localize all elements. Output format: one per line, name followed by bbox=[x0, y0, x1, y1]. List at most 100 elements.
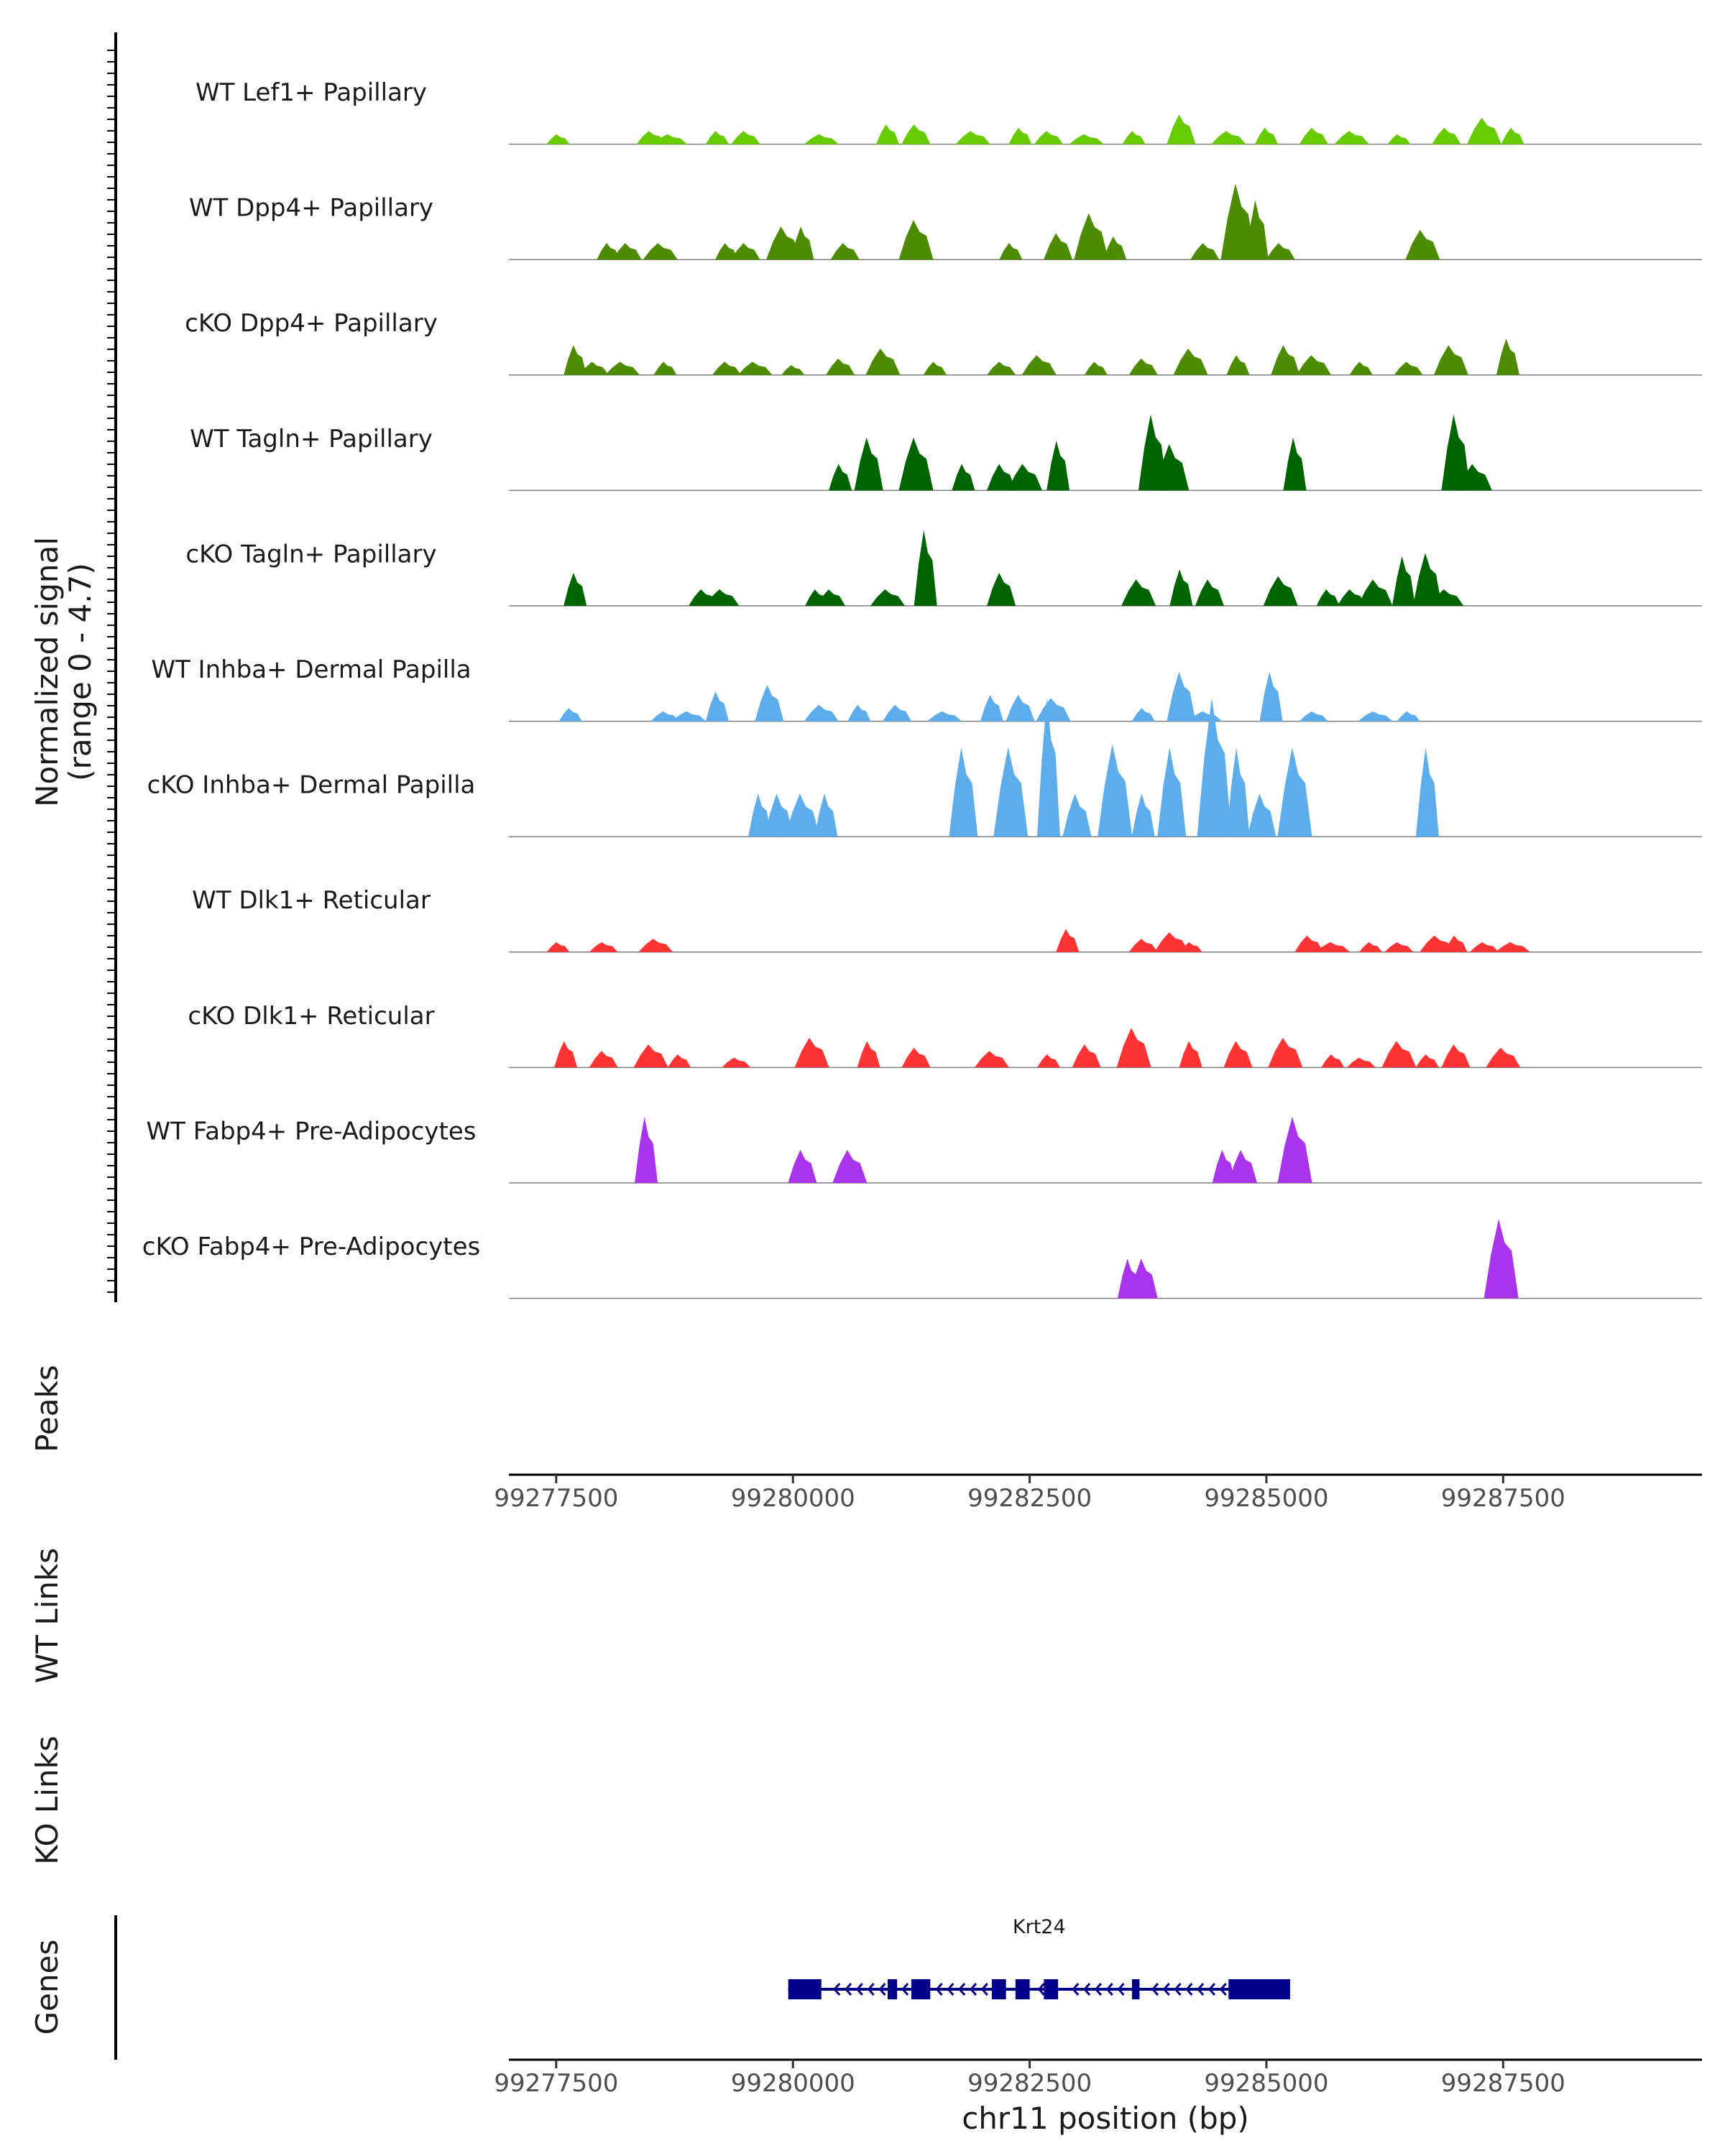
strand-arrow bbox=[1105, 1983, 1113, 1996]
coverage-tracks: WT Lef1+ Papillary WT Dpp4+ Papillary cKO … bbox=[142, 78, 1702, 1299]
signal-peak bbox=[1296, 355, 1331, 375]
strand-arrow bbox=[947, 1983, 954, 1996]
strand-arrow bbox=[980, 1983, 988, 1996]
signal-peak bbox=[1074, 213, 1109, 260]
genes-panel-label: Genes bbox=[29, 1940, 65, 2035]
signal-peak bbox=[1154, 932, 1190, 952]
signal-peak bbox=[668, 1054, 691, 1068]
track-4: WT Tagln+ Papillary bbox=[190, 414, 1702, 492]
signal-peak bbox=[1167, 114, 1196, 144]
signal-peak bbox=[554, 1041, 578, 1068]
signal-peak bbox=[870, 589, 905, 606]
signal-peak bbox=[1084, 361, 1108, 375]
track-1: WT Lef1+ Papillary bbox=[196, 78, 1702, 145]
signal-peak bbox=[987, 361, 1016, 375]
strand-arrow bbox=[958, 1983, 966, 1996]
signal-peak bbox=[1263, 576, 1298, 606]
signal-peak bbox=[1044, 233, 1073, 260]
signal-peak bbox=[704, 589, 740, 606]
track-label: cKO Inhba+ Dermal Papilla bbox=[147, 771, 476, 800]
track-9: cKO Dlk1+ Reticular bbox=[188, 1002, 1702, 1069]
signal-peak bbox=[914, 530, 937, 606]
signal-peak bbox=[1337, 589, 1366, 606]
signal-peak bbox=[794, 1038, 829, 1068]
signal-peak bbox=[1495, 942, 1530, 952]
x-axis-title: chr11 position (bp) bbox=[962, 2101, 1249, 2136]
signal-peak bbox=[1195, 579, 1224, 606]
x-tick-label: 99285000 bbox=[1204, 1484, 1328, 1513]
signal-peak bbox=[993, 747, 1029, 837]
strand-arrow bbox=[1162, 1983, 1170, 1996]
signal-peak bbox=[722, 1057, 751, 1068]
signal-peak bbox=[589, 942, 618, 952]
x-tick-label: 99282500 bbox=[967, 2069, 1092, 2098]
signal-peak bbox=[1128, 939, 1158, 952]
signal-peak bbox=[643, 243, 678, 260]
track-2: WT Dpp4+ Papillary bbox=[189, 183, 1702, 260]
peaks-x-axis-ticks: 99277500 99280000 99282500 99285000 99287500 bbox=[494, 1475, 1565, 1513]
track-label: WT Dlk1+ Reticular bbox=[192, 886, 431, 915]
signal-peak bbox=[1121, 579, 1156, 606]
signal-peak bbox=[564, 345, 587, 375]
track-label: WT Tagln+ Papillary bbox=[190, 425, 433, 453]
signal-peak bbox=[1062, 793, 1092, 837]
strand-arrow bbox=[867, 1983, 875, 1996]
gene-track: Krt24 bbox=[788, 1916, 1290, 1999]
genes-x-axis-ticks: 99277500 99280000 99282500 99285000 99287500 bbox=[494, 2060, 1565, 2098]
signal-peak bbox=[1466, 117, 1501, 144]
gene-exon bbox=[1044, 1979, 1059, 1999]
track-label: cKO Dlk1+ Reticular bbox=[188, 1002, 434, 1031]
signal-peak bbox=[1358, 711, 1393, 722]
signal-peak bbox=[1387, 134, 1411, 144]
signal-peak bbox=[804, 704, 839, 722]
track-8: WT Dlk1+ Reticular bbox=[192, 886, 1702, 953]
signal-peak bbox=[564, 573, 587, 606]
signal-peak bbox=[712, 361, 742, 375]
signal-peak bbox=[898, 220, 934, 260]
signal-peak bbox=[731, 131, 760, 144]
signal-peak bbox=[755, 685, 784, 722]
coverage-y-ticks bbox=[107, 50, 116, 1293]
signal-peak bbox=[1441, 1044, 1471, 1068]
strand-arrow bbox=[1094, 1983, 1102, 1996]
signal-peak bbox=[1299, 127, 1328, 144]
signal-peak bbox=[1157, 747, 1187, 837]
signal-peak bbox=[1179, 942, 1202, 952]
signal-peak bbox=[1006, 694, 1035, 722]
signal-peak bbox=[987, 573, 1016, 606]
signal-peak bbox=[923, 361, 947, 375]
signal-peak bbox=[791, 226, 814, 260]
signal-peak bbox=[1415, 1054, 1439, 1068]
signal-peak bbox=[1433, 345, 1468, 375]
signal-peak bbox=[1277, 1117, 1312, 1183]
signal-peak bbox=[1405, 229, 1440, 260]
strand-arrow bbox=[1197, 1983, 1205, 1996]
strand-arrow bbox=[935, 1983, 943, 1996]
signal-peak bbox=[829, 464, 852, 491]
signal-peak bbox=[830, 243, 860, 260]
signal-peak bbox=[1167, 671, 1196, 722]
signal-peak bbox=[1441, 414, 1471, 491]
signal-peak bbox=[1197, 698, 1232, 837]
signal-peak bbox=[785, 793, 820, 837]
signal-peak bbox=[1412, 553, 1442, 606]
signal-peak bbox=[650, 711, 680, 722]
gene-exon bbox=[887, 1979, 898, 1999]
signal-peak bbox=[1036, 698, 1071, 722]
gene-exon bbox=[1228, 1979, 1290, 1999]
signal-peak bbox=[955, 131, 990, 144]
x-tick-label: 99277500 bbox=[494, 2069, 618, 2098]
x-tick-label: 99285000 bbox=[1204, 2069, 1328, 2098]
signal-peak bbox=[1173, 349, 1208, 375]
strand-arrow bbox=[845, 1983, 852, 1996]
signal-peak bbox=[1247, 793, 1276, 837]
signal-peak bbox=[847, 704, 871, 722]
signal-peak bbox=[1397, 711, 1420, 722]
signal-peak bbox=[589, 1051, 618, 1068]
signal-peak bbox=[1469, 942, 1499, 952]
track-label: cKO Tagln+ Papillary bbox=[185, 540, 436, 568]
signal-peak bbox=[1212, 1150, 1236, 1183]
signal-peak bbox=[653, 361, 677, 375]
signal-peak bbox=[652, 134, 687, 144]
signal-peak bbox=[579, 361, 609, 375]
